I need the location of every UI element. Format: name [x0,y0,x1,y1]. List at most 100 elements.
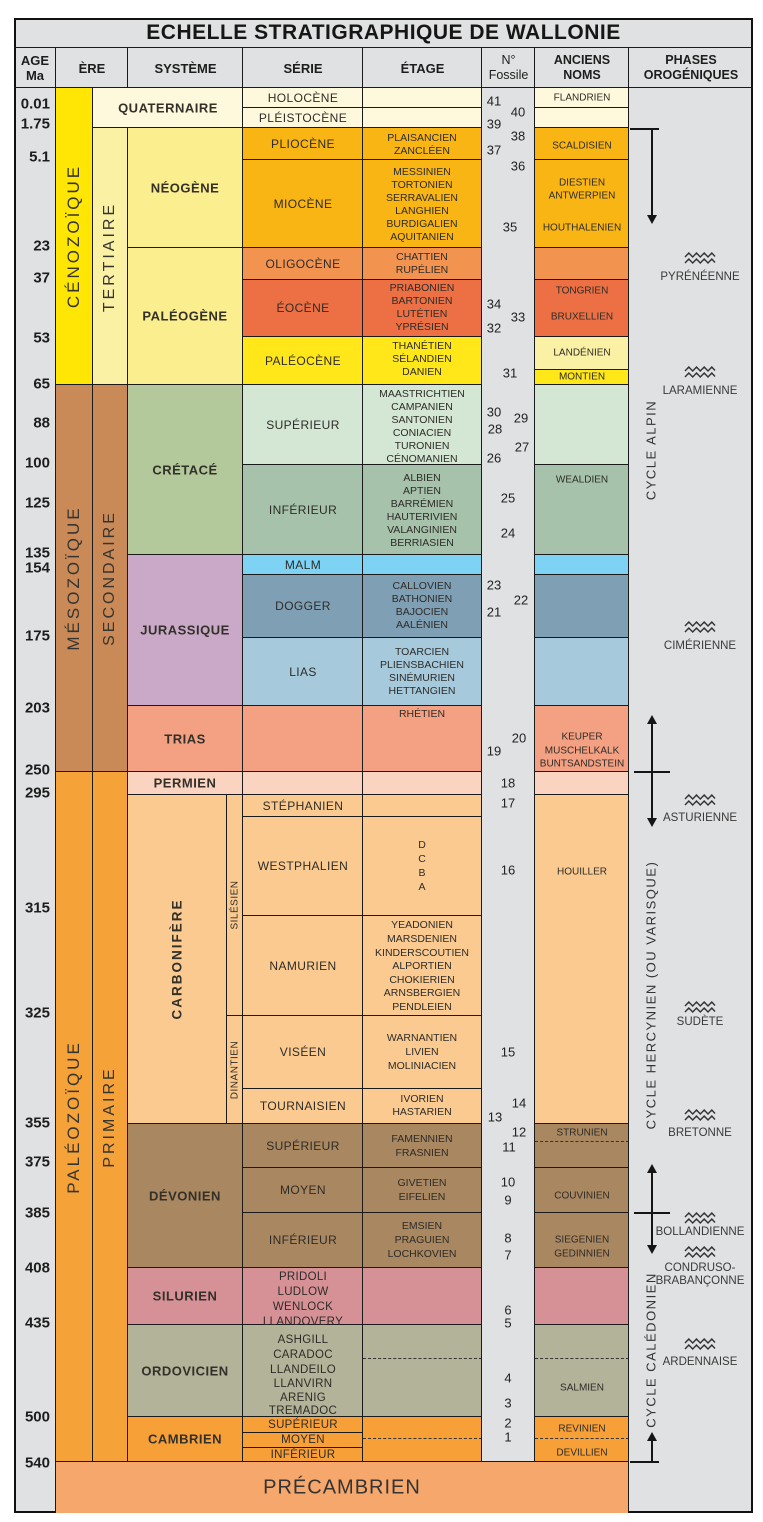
table-cell [128,1325,243,1417]
cycle-label: CYCLE HERCYNIEN (OU VARISQUE) [643,860,659,1130]
ancient-name-label: WEALDIEN [555,474,609,486]
fossil-number: 21 [486,604,502,620]
table-cell [535,337,629,370]
ancient-name-label: HOUILLER [556,866,608,878]
age-label: 435 [24,1314,50,1332]
age-label: 408 [24,1259,50,1277]
table-cell [535,385,629,465]
fossil-number: 23 [486,577,502,593]
series-label: LLANDEILO [270,1364,336,1376]
grid-line [481,48,482,1462]
series-label: ASHGILL [277,1334,329,1346]
table-cell [243,248,363,280]
grid-line [535,554,629,555]
fossil-number: 15 [500,1044,516,1060]
fossil-number: 37 [486,142,502,158]
age-label: 375 [24,1153,50,1171]
system-label: PERMIEN [153,775,217,791]
grid-line [535,1416,629,1417]
grid-line [128,554,482,555]
table-cell [363,706,482,772]
stage-label: CALLOVIEN [392,580,452,592]
grid-line [628,48,629,1513]
age-label: 37 [33,269,50,287]
table-cell [243,1124,363,1268]
dashed-grid-line [363,1438,482,1439]
ancient-name-label: KEUPER [561,731,603,743]
stage-label: HETTANGIEN [388,685,456,697]
header-age-line1: AGE [20,53,50,68]
stage-label: BARTONIEN [391,295,453,307]
system-label: DÉVONIEN [149,1188,221,1204]
stage-label: RUPÉLIEN [395,264,449,276]
grid-line [242,48,243,1462]
grid-line [127,48,128,88]
table-cell [243,706,363,772]
stage-label: EMSIEN [401,1220,443,1232]
series-label: PALÉOCÈNE [264,354,342,368]
stage-label: PRAGUIEN [394,1234,450,1246]
system-label: NÉOGÈNE [150,180,220,196]
era-label: SECONDAIRE [101,510,118,646]
table-cell [535,280,629,337]
table-cell [243,1417,363,1462]
stage-label: CONIACIEN [392,427,452,439]
table-cell [363,385,482,465]
header-anciens-line1: ANCIENS [553,53,611,67]
series-label: MIOCÈNE [273,197,333,211]
ancient-name-label: MONTIEN [558,371,606,383]
ancient-name-label: BRUXELLIEN [550,311,614,323]
grid-line [14,87,753,88]
series-label: MOYEN [279,1183,327,1197]
table-cell [535,706,629,772]
ancient-name-label: DIESTIEN [558,177,606,189]
age-label: 175 [24,627,50,645]
arrow-up-icon [647,1432,657,1441]
ancient-name-label: GEDINNIEN [554,1248,610,1260]
series-label: ARENIG [280,1392,326,1404]
fossil-number: 16 [500,862,516,878]
table-cell [93,128,128,385]
fossil-number: 3 [504,1395,512,1411]
header-fossile-line2: Fossile [488,68,529,82]
series-label: SUPÉRIEUR [268,1419,338,1431]
stage-label: C [418,853,426,865]
series-label: PLÉISTOCÈNE [258,111,348,125]
grid-line [535,336,629,337]
table-cell [535,88,629,128]
age-label: 295 [24,784,50,802]
age-label: 500 [24,1408,50,1426]
age-label: 65 [33,375,50,393]
stage-label: EIFELIEN [398,1191,446,1203]
stage-label: KINDERSCOUTIEN [375,947,469,959]
column-header-anciens-noms: ANCIENS NOMS [535,48,629,88]
era-label: PALÉOZOÏQUE [64,1040,83,1194]
table-cell [535,1124,629,1268]
orogenic-phase-label: CIMÉRIENNE [663,640,737,652]
fossil-number: 7 [504,1247,512,1263]
stage-label: CAMPANIEN [391,401,453,413]
arrow-down-icon [647,1245,657,1254]
fossil-number: 20 [511,730,527,746]
series-label: WESTPHALIEN [257,859,349,873]
orogeny-zigzag-icon [684,1245,716,1260]
fossil-number: 22 [513,592,529,608]
stage-label: FRASNIEN [395,1147,449,1159]
fossil-number: 39 [486,116,502,132]
table-cell [128,385,243,555]
series-label: LLANDOVERY [262,1316,344,1328]
table-cell [56,88,93,385]
table-cell [243,88,363,128]
arrow-up-icon [647,1164,657,1173]
arrow-up-icon [647,715,657,724]
orogeny-zigzag-icon [684,365,716,380]
grid-line [14,47,753,48]
stage-label: MESSINIEN [393,166,451,178]
grid-line [535,464,629,465]
stage-label: GIVETIEN [397,1177,447,1189]
stage-label: LANGHIEN [395,205,449,217]
table-cell [128,248,243,385]
stage-label: MAASTRICHTIEN [379,388,465,400]
grid-line [535,637,629,638]
orogenic-phase-label: ASTURIENNE [662,812,738,824]
